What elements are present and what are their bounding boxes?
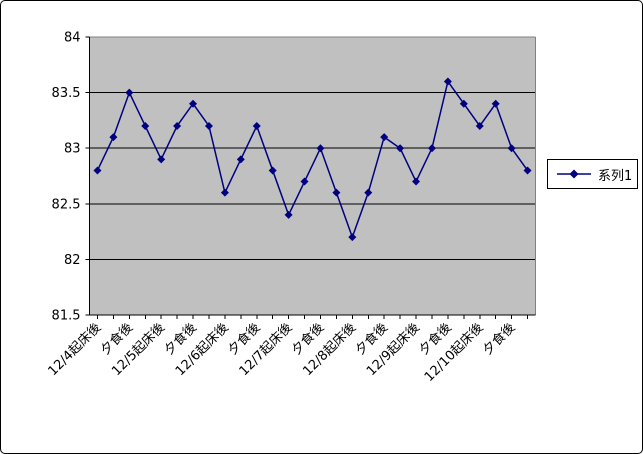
data-point-marker	[141, 121, 150, 130]
data-point-marker	[443, 77, 452, 86]
data-point-marker	[491, 99, 500, 108]
data-point-marker	[412, 177, 421, 186]
data-point-marker	[189, 99, 198, 108]
legend-line-marker-icon	[557, 169, 591, 179]
data-point-marker	[109, 133, 118, 142]
data-point-marker	[475, 121, 484, 130]
legend-series-label: 系列1	[598, 168, 633, 184]
plot-area	[89, 37, 536, 315]
legend: 系列1	[547, 159, 638, 189]
y-axis-label: 83	[64, 142, 81, 157]
data-point-marker	[268, 166, 277, 175]
data-point-marker	[459, 99, 468, 108]
data-point-marker	[396, 144, 405, 153]
data-point-marker	[252, 121, 261, 130]
y-axis-label: 83.5	[52, 86, 81, 101]
data-point-marker	[507, 144, 516, 153]
y-axis-label: 82	[64, 253, 81, 268]
data-point-marker	[332, 188, 341, 197]
data-point-marker	[220, 188, 229, 197]
x-axis-label: 夕食後	[480, 320, 519, 359]
data-point-marker	[93, 166, 102, 175]
x-axis-label: 12/4起床後	[45, 320, 104, 379]
data-point-marker	[348, 233, 357, 242]
y-axis-label: 84	[64, 31, 81, 46]
data-point-marker	[300, 177, 309, 186]
data-point-marker	[427, 144, 436, 153]
data-point-marker	[284, 210, 293, 219]
data-point-marker	[125, 88, 134, 97]
data-point-marker	[364, 188, 373, 197]
data-point-marker	[173, 121, 182, 130]
data-point-marker	[157, 155, 166, 164]
data-point-marker	[380, 133, 389, 142]
data-point-marker	[523, 166, 532, 175]
data-point-marker	[316, 144, 325, 153]
y-axis-label: 82.5	[52, 197, 81, 212]
y-axis-label: 81.5	[52, 309, 81, 324]
series-line	[96, 80, 529, 238]
data-point-marker	[204, 121, 213, 130]
data-point-marker	[236, 155, 245, 164]
